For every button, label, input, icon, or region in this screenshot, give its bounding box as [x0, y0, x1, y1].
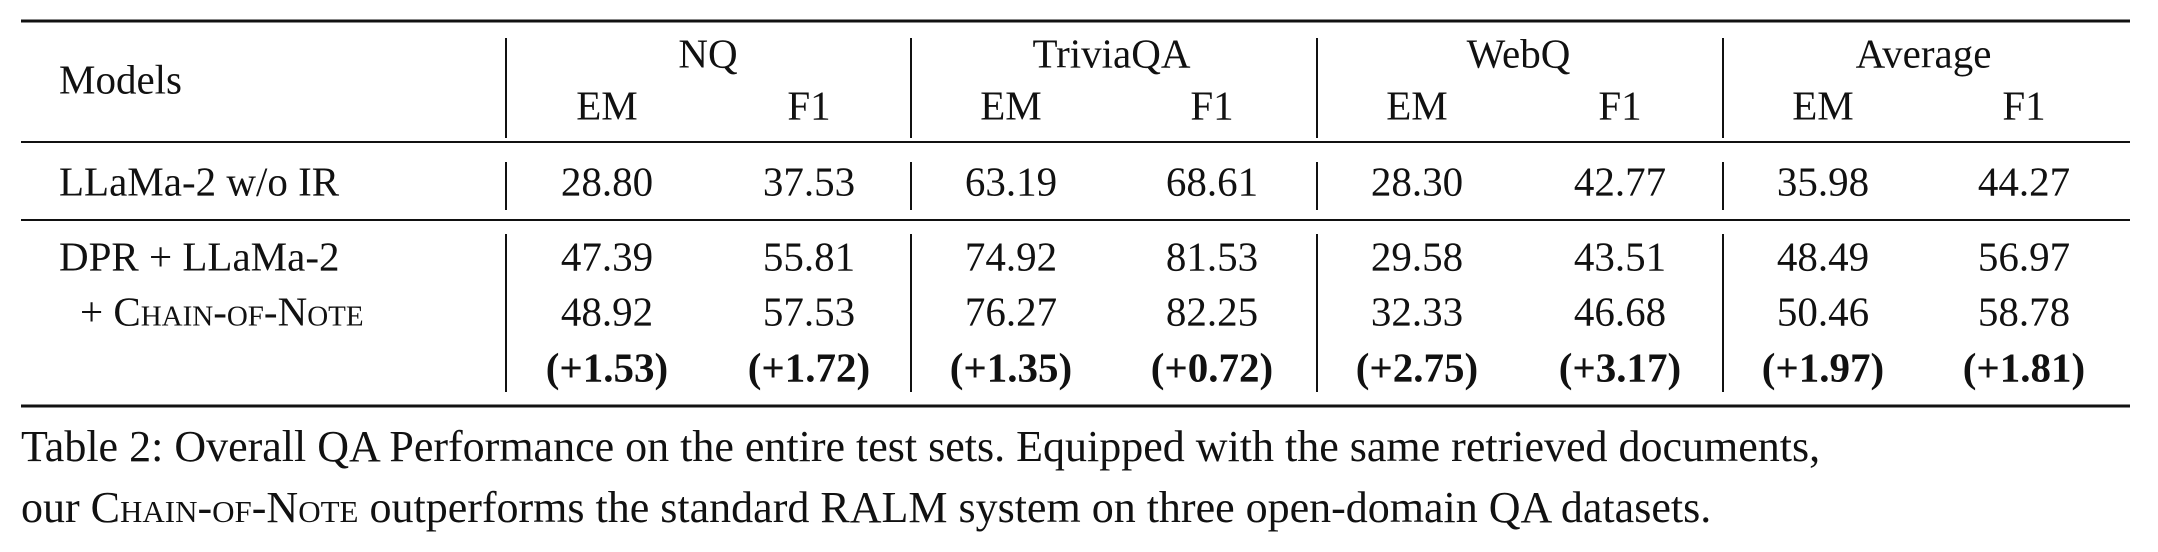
caption-text: outperforms the standard RALM system on …: [358, 483, 1711, 532]
cell: 81.53: [1166, 233, 1258, 279]
gain-cell: (+1.72): [748, 344, 870, 390]
cell: 74.92: [965, 233, 1057, 279]
cell: 46.68: [1574, 288, 1666, 334]
header-dataset: Average: [1856, 30, 1992, 76]
model-name: LLaMa-2 w/o IR: [59, 158, 340, 204]
header-dataset: WebQ: [1467, 30, 1571, 76]
cell: 76.27: [965, 288, 1057, 334]
gain-cell: (+1.53): [546, 344, 668, 390]
cell: 43.51: [1574, 233, 1666, 279]
caption-line: our Chain-of-Note outperforms the standa…: [21, 483, 1711, 532]
header-metric: EM: [1386, 82, 1448, 128]
cell: 48.92: [561, 288, 653, 334]
gain-cell: (+1.97): [1762, 344, 1884, 390]
cell: 28.30: [1371, 158, 1463, 204]
cell: 58.78: [1978, 288, 2070, 334]
cell: 28.80: [561, 158, 653, 204]
cell: 56.97: [1978, 233, 2070, 279]
caption-text: our: [21, 483, 91, 532]
model-name: + Chain-of-Note: [80, 288, 364, 334]
cell: 82.25: [1166, 288, 1258, 334]
header-metric: F1: [2002, 82, 2045, 128]
cell: 29.58: [1371, 233, 1463, 279]
gain-cell: (+2.75): [1356, 344, 1478, 390]
gain-cell: (+3.17): [1559, 344, 1681, 390]
gain-cell: (+1.35): [950, 344, 1072, 390]
cell: 57.53: [763, 288, 855, 334]
caption-method: Chain-of-Note: [91, 483, 359, 532]
header-metric: EM: [980, 82, 1042, 128]
header-metric: F1: [787, 82, 830, 128]
header-dataset: TriviaQA: [1033, 30, 1191, 76]
header-dataset: NQ: [678, 30, 737, 76]
header-metric: F1: [1190, 82, 1233, 128]
cell: 35.98: [1777, 158, 1869, 204]
cell: 48.49: [1777, 233, 1869, 279]
cell: 42.77: [1574, 158, 1666, 204]
cell: 47.39: [561, 233, 653, 279]
cell: 55.81: [763, 233, 855, 279]
header-metric: F1: [1598, 82, 1641, 128]
cell: 32.33: [1371, 288, 1463, 334]
cell: 50.46: [1777, 288, 1869, 334]
gain-cell: (+1.81): [1963, 344, 2085, 390]
header-metric: EM: [576, 82, 638, 128]
header-metric: EM: [1792, 82, 1854, 128]
cell: 44.27: [1978, 158, 2070, 204]
model-name: DPR + LLaMa-2: [59, 233, 339, 279]
header-models: Models: [59, 56, 182, 102]
caption-line: Table 2: Overall QA Performance on the e…: [21, 422, 1820, 471]
cell: 68.61: [1166, 158, 1258, 204]
gain-cell: (+0.72): [1151, 344, 1273, 390]
cell: 37.53: [763, 158, 855, 204]
cell: 63.19: [965, 158, 1057, 204]
